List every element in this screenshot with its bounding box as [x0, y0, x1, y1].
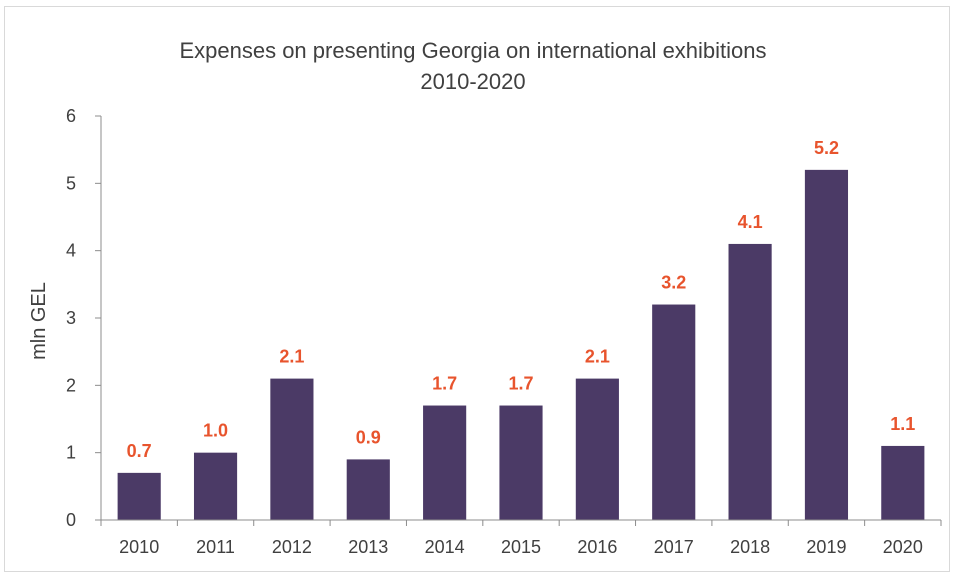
x-tick-label-2012: 2012	[272, 537, 312, 557]
x-axis: 2010 2011 2012 2013 2014 2015 2016 2017 2018 2019…	[100, 519, 942, 557]
x-tick-label-2019: 2019	[806, 537, 846, 557]
bars	[117, 169, 925, 520]
bar-2016	[575, 378, 619, 520]
data-label-2012: 2.1	[279, 347, 304, 367]
data-label-2018: 4.1	[738, 212, 763, 232]
y-tick-label: 3	[66, 308, 76, 328]
chart-title-line-1: Expenses on presenting Georgia on intern…	[179, 38, 766, 63]
y-tick-label: 2	[66, 375, 76, 395]
bar-2014	[423, 405, 467, 520]
x-tick-label-2017: 2017	[654, 537, 694, 557]
y-tick-label: 6	[66, 106, 76, 126]
x-tick-label-2020: 2020	[883, 537, 923, 557]
bar-2011	[193, 452, 238, 520]
data-label-2017: 3.2	[661, 273, 686, 293]
data-label-2013: 0.9	[356, 427, 381, 447]
y-axis: 0 1 2 3 4 5 6	[66, 106, 102, 530]
data-label-2011: 1.0	[203, 421, 228, 441]
bar-2017	[652, 304, 696, 520]
data-labels: 0.7 1.0 2.1 0.9 1.7 1.7 2.1 3.2 4.1 5.2 1.1	[127, 138, 916, 461]
y-axis-label: mln GEL	[28, 282, 50, 360]
data-label-2020: 1.1	[890, 414, 915, 434]
x-tick-label-2018: 2018	[730, 537, 770, 557]
bar-2012	[270, 378, 314, 520]
x-tick-label-2015: 2015	[501, 537, 541, 557]
y-tick-label: 5	[66, 173, 76, 193]
y-tick-label: 4	[66, 241, 76, 261]
bar-2020	[881, 445, 925, 520]
chart-title-line-2: 2010-2020	[420, 69, 525, 94]
bar-chart: Expenses on presenting Georgia on intern…	[28, 38, 942, 557]
bar-2013	[346, 459, 390, 520]
data-label-2015: 1.7	[508, 374, 533, 394]
data-label-2014: 1.7	[432, 374, 457, 394]
x-tick-label-2016: 2016	[577, 537, 617, 557]
bar-2010	[117, 472, 161, 520]
bar-2018	[728, 243, 772, 520]
x-tick-label-2014: 2014	[425, 537, 465, 557]
data-label-2019: 5.2	[814, 138, 839, 158]
chart-title: Expenses on presenting Georgia on intern…	[179, 38, 766, 94]
bar-2019	[804, 169, 849, 520]
bar-2015	[499, 405, 543, 520]
y-tick-label: 1	[66, 443, 76, 463]
x-tick-label-2011: 2011	[196, 537, 235, 557]
data-label-2010: 0.7	[127, 441, 152, 461]
x-tick-label-2010: 2010	[119, 537, 159, 557]
data-label-2016: 2.1	[585, 347, 610, 367]
y-tick-label: 0	[66, 510, 76, 530]
x-tick-label-2013: 2013	[348, 537, 388, 557]
chart-frame: Expenses on presenting Georgia on intern…	[4, 6, 950, 572]
